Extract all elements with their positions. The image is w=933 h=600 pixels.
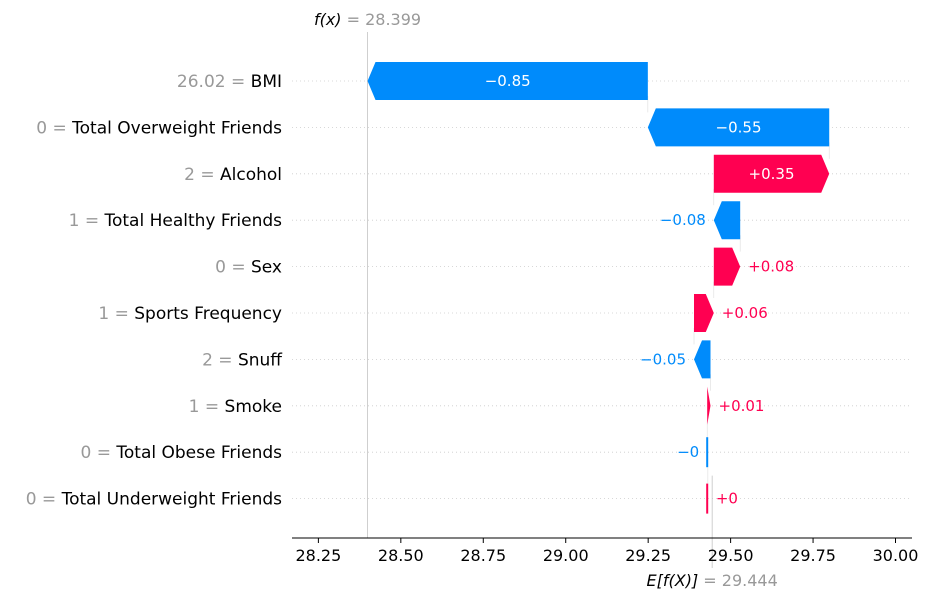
x-tick-label: 28.25 bbox=[295, 546, 341, 565]
feature-value: 0 = bbox=[26, 490, 62, 510]
feature-name: Snuff bbox=[238, 350, 283, 370]
x-tick-label: 29.75 bbox=[790, 546, 836, 565]
feature-name: Smoke bbox=[225, 397, 282, 417]
bar-value-label: +0.08 bbox=[748, 258, 794, 276]
contribution-bar bbox=[694, 340, 711, 379]
base-value: = 29.444 bbox=[698, 571, 778, 590]
feature-label: 0 = Total Overweight Friends bbox=[36, 118, 282, 138]
contribution-bar bbox=[367, 62, 648, 100]
contribution-bar bbox=[647, 108, 830, 147]
feature-label: 1 = Total Healthy Friends bbox=[69, 211, 283, 231]
contribution-bar bbox=[707, 386, 711, 425]
feature-value: 2 = bbox=[202, 350, 238, 370]
feature-label: 0 = Total Underweight Friends bbox=[26, 490, 282, 510]
x-tick-label: 30.00 bbox=[873, 546, 919, 565]
bar-value-label: −0.55 bbox=[716, 118, 762, 136]
feature-value: 26.02 = bbox=[177, 72, 251, 92]
base-label: E[f(X)] bbox=[647, 571, 699, 590]
contribution-bar bbox=[694, 294, 714, 332]
feature-label: 2 = Alcohol bbox=[184, 165, 282, 185]
bar-value-label: +0.01 bbox=[719, 397, 765, 415]
feature-name: Sports Frequency bbox=[134, 304, 282, 324]
contribution-bars: −0.85 −0.55 +0.35 −0.08 +0.08 +0.06 −0.05 +0.01… bbox=[367, 62, 830, 514]
fx-value: = 28.399 bbox=[342, 10, 422, 29]
x-tick-label: 29.00 bbox=[543, 546, 589, 565]
feature-value: 1 = bbox=[98, 304, 134, 324]
feature-name: Total Underweight Friends bbox=[61, 490, 283, 510]
bar-value-label: +0 bbox=[716, 490, 738, 508]
x-tick-label: 28.75 bbox=[460, 546, 506, 565]
feature-value: 0 = bbox=[36, 118, 72, 138]
feature-label: 26.02 = BMI bbox=[177, 72, 282, 92]
bar-value-label: −0 bbox=[677, 443, 699, 461]
contribution-bar bbox=[713, 201, 741, 240]
feature-name: Sex bbox=[251, 258, 282, 278]
feature-value: 2 = bbox=[184, 165, 220, 185]
feature-label: 0 = Sex bbox=[215, 258, 282, 278]
feature-name: Total Overweight Friends bbox=[71, 118, 282, 138]
feature-name: Total Healthy Friends bbox=[103, 211, 282, 231]
x-tick-label: 28.50 bbox=[378, 546, 424, 565]
feature-label: 1 = Sports Frequency bbox=[98, 304, 282, 324]
feature-name: BMI bbox=[251, 72, 282, 92]
bar-value-label: −0.85 bbox=[485, 72, 531, 90]
feature-name: Alcohol bbox=[220, 165, 282, 185]
feature-value: 1 = bbox=[189, 397, 225, 417]
feature-value: 1 = bbox=[69, 211, 105, 231]
fx-annotation: f(x) = 28.399 bbox=[314, 10, 421, 29]
contribution-bar bbox=[713, 154, 830, 193]
contribution-bar bbox=[713, 247, 741, 286]
feature-labels: 26.02 = BMI 0 = Total Overweight Friends 2… bbox=[26, 72, 284, 510]
fx-label: f(x) bbox=[314, 10, 342, 29]
x-tick-label: 29.50 bbox=[708, 546, 754, 565]
bar-value-label: −0.05 bbox=[640, 350, 686, 368]
expected-value-annotations: f(x) = 28.399 E[f(X)] = 29.444 bbox=[314, 10, 778, 590]
contribution-bar bbox=[706, 483, 709, 514]
x-axis: 28.25 28.50 28.75 29.00 29.25 29.50 29.75 30.00 bbox=[292, 537, 919, 565]
feature-value: 0 = bbox=[215, 258, 251, 278]
feature-value: 0 = bbox=[81, 443, 117, 463]
feature-label: 0 = Total Obese Friends bbox=[81, 443, 283, 463]
feature-label: 1 = Smoke bbox=[189, 397, 282, 417]
bar-value-label: −0.08 bbox=[660, 211, 706, 229]
contribution-bar bbox=[706, 437, 709, 468]
x-tick-label: 29.25 bbox=[625, 546, 671, 565]
bar-value-label: +0.06 bbox=[722, 304, 768, 322]
bar-value-label: +0.35 bbox=[749, 165, 795, 183]
feature-name: Total Obese Friends bbox=[115, 443, 282, 463]
base-annotation: E[f(X)] = 29.444 bbox=[647, 571, 778, 590]
feature-label: 2 = Snuff bbox=[202, 350, 283, 370]
